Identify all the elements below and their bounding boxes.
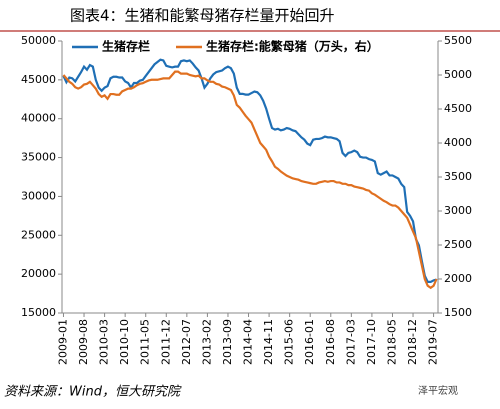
x-tick-label: 2018-12	[406, 319, 419, 365]
y-tick-label: 25000	[21, 228, 56, 241]
y-tick-label: 15000	[21, 306, 56, 319]
x-tick-label: 2015-06	[283, 319, 296, 365]
x-tick-label: 2012-07	[180, 319, 193, 365]
x-tick-label: 2011-05	[139, 319, 152, 365]
y2-tick-label: 1500	[444, 306, 472, 319]
y2-tick-label: 4500	[444, 102, 472, 115]
y2-tick-label: 3000	[444, 204, 472, 217]
y-tick-label: 45000	[21, 73, 56, 86]
x-tick-label: 2016-08	[324, 319, 337, 365]
watermark: 泽平宏观	[418, 384, 458, 397]
x-tick-label: 2011-12	[159, 319, 172, 365]
x-tick-label: 2010-10	[118, 319, 131, 365]
x-tick-label: 2014-11	[262, 319, 275, 365]
x-tick-label: 2009-01	[56, 319, 69, 365]
x-tick-label: 2014-04	[242, 319, 255, 365]
x-tick-label: 2019-07	[427, 319, 440, 365]
series-line	[62, 70, 438, 290]
y2-tick-label: 2000	[444, 272, 472, 285]
y-tick-label: 40000	[21, 112, 56, 125]
legend-label: 生猪存栏	[102, 39, 150, 54]
x-tick-label: 2010-03	[98, 319, 111, 365]
x-tick-label: 2013-02	[200, 319, 213, 365]
y2-tick-label: 4000	[444, 136, 472, 149]
y2-tick-label: 3500	[444, 170, 472, 183]
x-tick-label: 2017-03	[344, 319, 357, 365]
y-tick-label: 20000	[21, 267, 56, 280]
x-tick-label: 2016-01	[303, 319, 316, 365]
x-tick-label: 2013-09	[221, 319, 234, 365]
y2-tick-label: 5500	[444, 34, 472, 47]
x-tick-label: 2018-05	[385, 319, 398, 365]
x-tick-label: 2017-10	[365, 319, 378, 365]
chart-title: 图表4：生猪和能繁母猪存栏量开始回升	[70, 7, 335, 25]
x-tick-label: 2009-08	[77, 319, 90, 365]
y2-tick-label: 5000	[444, 68, 472, 81]
y-tick-label: 50000	[21, 34, 56, 47]
series-line	[62, 58, 437, 284]
y2-tick-label: 2500	[444, 238, 472, 251]
y-tick-label: 30000	[21, 189, 56, 202]
legend-label: 生猪存栏:能繁母猪（万头，右）	[206, 39, 379, 54]
y-tick-label: 35000	[21, 151, 56, 164]
source: 资料来源：Wind，恒大研究院	[4, 384, 182, 400]
